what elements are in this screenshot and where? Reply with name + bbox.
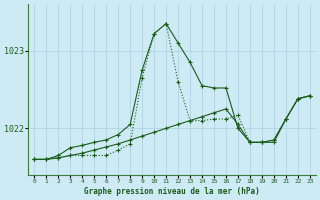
X-axis label: Graphe pression niveau de la mer (hPa): Graphe pression niveau de la mer (hPa) [84,187,260,196]
